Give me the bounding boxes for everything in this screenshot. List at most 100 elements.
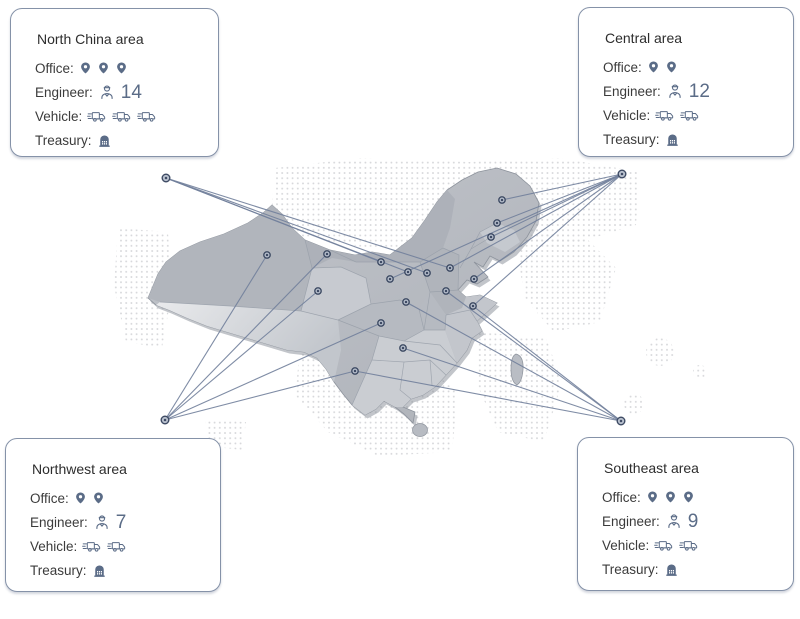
china-map-body [147, 167, 540, 437]
engineer-person-icons [666, 82, 684, 100]
city-marker[interactable] [470, 275, 478, 283]
engineer-count: 14 [120, 81, 142, 103]
office-pin-icons [74, 490, 105, 506]
connection-line [501, 173, 623, 201]
person-icon [666, 82, 684, 100]
connection-line [165, 177, 451, 269]
hainan-island [412, 423, 428, 437]
vehicle-row: Vehicle: [602, 533, 785, 557]
city-marker[interactable] [442, 287, 450, 295]
office-label: Office: [602, 489, 641, 505]
city-marker[interactable] [323, 250, 331, 258]
treasury-label: Treasury: [30, 562, 87, 578]
engineer-row: Engineer: 9 [602, 509, 785, 533]
office-row: Office: [602, 485, 785, 509]
treasury-label: Treasury: [602, 561, 659, 577]
treasury-label: Treasury: [35, 132, 92, 148]
pin-icon [79, 60, 92, 76]
hub-marker[interactable] [617, 169, 627, 179]
hub-marker[interactable] [616, 416, 626, 426]
bank-icon [665, 132, 680, 147]
connection-line [473, 173, 623, 280]
office-label: Office: [603, 59, 642, 75]
truck-icon [654, 538, 674, 553]
connection-line [165, 177, 409, 273]
pin-icon [682, 489, 695, 505]
vehicle-label: Vehicle: [30, 538, 78, 554]
city-marker[interactable] [314, 287, 322, 295]
truck-icon [680, 108, 700, 123]
truck-icon [82, 539, 102, 554]
truck-icon [655, 108, 675, 123]
engineer-label: Engineer: [603, 83, 661, 99]
vehicle-row: Vehicle: [35, 104, 210, 128]
person-icon [665, 512, 683, 530]
city-marker[interactable] [351, 367, 359, 375]
connection-line [402, 347, 622, 422]
map-markers [160, 169, 627, 426]
city-marker[interactable] [423, 269, 431, 277]
office-label: Office: [35, 60, 74, 76]
vehicle-row: Vehicle: [603, 103, 785, 127]
person-icon [93, 513, 111, 531]
city-marker[interactable] [404, 268, 412, 276]
engineer-count: 9 [687, 510, 699, 532]
area-card-title: Central area [605, 30, 683, 46]
office-row: Office: [30, 486, 212, 510]
treasury-row: Treasury: [602, 557, 785, 581]
truck-icon [112, 109, 132, 124]
engineer-person-icons [98, 83, 116, 101]
city-marker[interactable] [469, 302, 477, 310]
office-row: Office: [35, 56, 210, 80]
vehicle-label: Vehicle: [35, 108, 83, 124]
connection-line [164, 370, 356, 421]
vehicle-truck-icons [87, 109, 157, 124]
connection-line [445, 290, 622, 422]
city-marker[interactable] [402, 298, 410, 306]
office-label: Office: [30, 490, 69, 506]
vehicle-truck-icons [655, 108, 700, 123]
hub-marker[interactable] [160, 415, 170, 425]
person-icon [98, 83, 116, 101]
connection-line [165, 177, 428, 274]
truck-icon [137, 109, 157, 124]
city-marker[interactable] [493, 219, 501, 227]
engineer-person-icons [665, 512, 683, 530]
hub-marker[interactable] [161, 173, 171, 183]
connection-line [472, 173, 623, 307]
vehicle-truck-icons [654, 538, 699, 553]
vehicle-truck-icons [82, 539, 127, 554]
city-marker[interactable] [263, 251, 271, 259]
engineer-label: Engineer: [30, 514, 88, 530]
area-card-central: Central area Office: Engineer: 12 Vehicl… [578, 7, 794, 157]
pin-icon [92, 490, 105, 506]
area-card-title: Southeast area [604, 460, 699, 476]
bank-icon [92, 563, 107, 578]
office-pin-icons [79, 60, 128, 76]
bank-icon [664, 562, 679, 577]
city-marker[interactable] [386, 275, 394, 283]
connection-line [354, 370, 622, 422]
treasury-label: Treasury: [603, 131, 660, 147]
connection-line [490, 173, 623, 238]
treasury-bank-icons [92, 563, 107, 578]
connection-line [405, 301, 622, 422]
engineer-label: Engineer: [35, 84, 93, 100]
city-marker[interactable] [446, 264, 454, 272]
city-marker[interactable] [399, 344, 407, 352]
pin-icon [665, 59, 678, 75]
area-card-title: Northwest area [32, 461, 127, 477]
office-row: Office: [603, 55, 785, 79]
pin-icon [647, 59, 660, 75]
city-marker[interactable] [487, 233, 495, 241]
connection-line [449, 173, 623, 269]
connection-line [472, 305, 622, 422]
pin-icon [115, 60, 128, 76]
pin-icon [646, 489, 659, 505]
city-marker[interactable] [498, 196, 506, 204]
connection-line [164, 254, 268, 421]
city-marker[interactable] [377, 258, 385, 266]
treasury-bank-icons [97, 133, 112, 148]
city-marker[interactable] [377, 319, 385, 327]
